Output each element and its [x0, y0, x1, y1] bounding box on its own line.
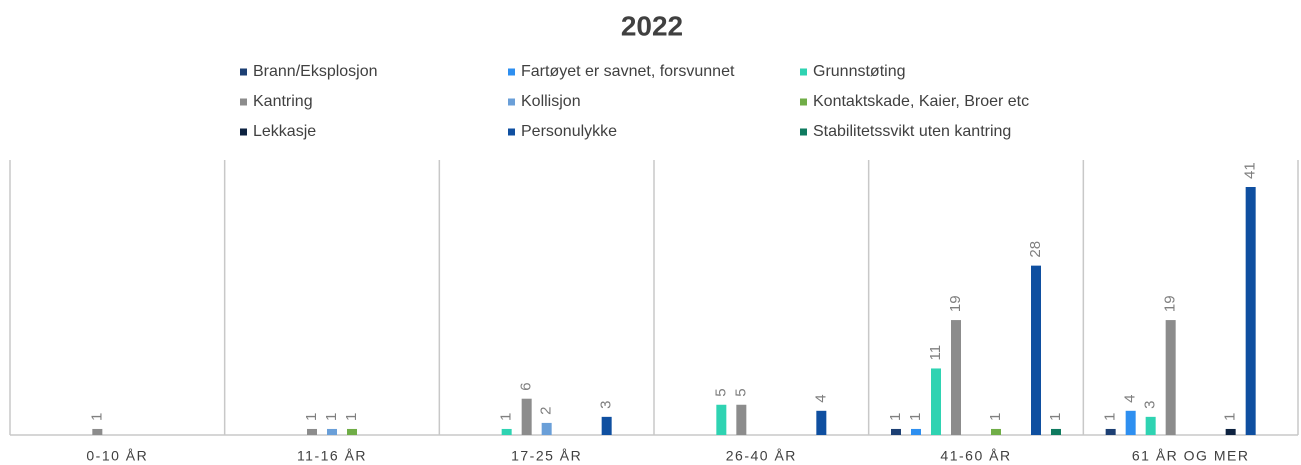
data-label: 1: [1047, 413, 1064, 421]
legend-swatch: [240, 128, 247, 136]
bar: [931, 368, 941, 435]
bar: [736, 404, 747, 435]
legend-label: Personulykke: [521, 123, 617, 140]
data-label: 1: [987, 413, 1004, 421]
data-label: 3: [1142, 401, 1159, 409]
data-label: 11: [927, 345, 944, 361]
data-label: 6: [518, 382, 535, 390]
legend-swatch: [508, 98, 515, 106]
x-tick-label: 61 ÅR OG MER: [1132, 448, 1250, 464]
data-label: 1: [907, 413, 924, 421]
data-label: 1: [1102, 413, 1119, 421]
legend-swatch: [240, 98, 247, 106]
legend-swatch: [240, 68, 247, 76]
bar: [1165, 320, 1176, 435]
bar: [521, 398, 532, 435]
data-label: 3: [598, 401, 615, 409]
legend-swatch: [800, 68, 807, 76]
data-label: 1: [343, 413, 360, 421]
bar: [501, 428, 512, 435]
bar: [891, 428, 901, 435]
data-label: 1: [303, 413, 320, 421]
legend-label: Stabilitetssvikt uten kantring: [813, 123, 1011, 140]
bar: [1225, 428, 1236, 435]
legend-label: Kontaktskade, Kaier, Broer etc: [813, 93, 1029, 110]
bar: [327, 428, 337, 435]
bar: [911, 428, 921, 435]
chart-title: 2022: [621, 10, 683, 41]
x-tick-label: 41-60 ÅR: [940, 448, 1011, 464]
bar: [92, 428, 103, 435]
data-label: 1: [498, 413, 515, 421]
bar: [1145, 416, 1156, 435]
legend-label: Grunnstøting: [813, 63, 905, 80]
data-label: 19: [947, 295, 964, 312]
legend-label: Fartøyet er savnet, forsvunnet: [521, 63, 735, 80]
legend-label: Kollisjon: [521, 93, 581, 110]
bar: [541, 422, 552, 435]
bar: [816, 410, 827, 435]
legend-swatch: [508, 68, 515, 76]
data-label: 4: [1122, 394, 1139, 402]
bar: [951, 320, 961, 435]
bar: [601, 416, 612, 435]
legend-label: Kantring: [253, 93, 313, 110]
bar: [716, 404, 727, 435]
bar: [1051, 428, 1061, 435]
data-label: 5: [712, 388, 729, 396]
bar: [307, 428, 317, 435]
legend-swatch: [508, 128, 515, 136]
x-tick-label: 11-16 ÅR: [297, 448, 367, 464]
data-label: 28: [1027, 241, 1044, 258]
legend-swatch: [800, 128, 807, 136]
legend-label: Brann/Eksplosjon: [253, 63, 378, 80]
legend-label: Lekkasje: [253, 123, 316, 140]
data-label: 1: [323, 413, 340, 421]
data-label: 5: [732, 388, 749, 396]
bar: [1105, 428, 1116, 435]
bar: [1245, 187, 1256, 435]
data-label: 1: [1222, 413, 1239, 421]
bar: [1031, 265, 1041, 435]
data-label: 4: [812, 394, 829, 402]
legend-swatch: [800, 98, 807, 106]
data-label: 1: [887, 413, 904, 421]
data-label: 41: [1242, 162, 1259, 179]
bar: [1125, 410, 1136, 435]
data-label: 2: [538, 407, 555, 415]
bar: [347, 428, 357, 435]
x-tick-label: 17-25 ÅR: [511, 448, 582, 464]
x-tick-label: 0-10 ÅR: [86, 448, 148, 464]
data-label: 1: [88, 413, 105, 421]
x-tick-label: 26-40 ÅR: [726, 448, 797, 464]
bar: [991, 428, 1001, 435]
data-label: 19: [1162, 295, 1179, 312]
